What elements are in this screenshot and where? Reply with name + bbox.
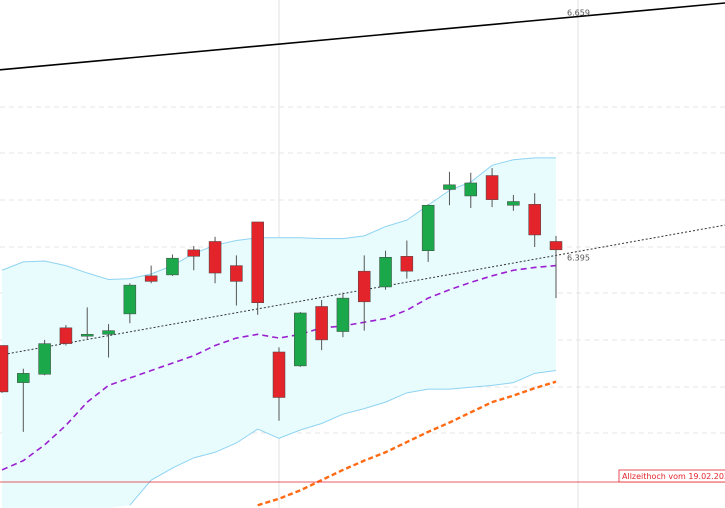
candle-body — [0, 345, 9, 393]
candle-body — [102, 330, 115, 335]
candle-body — [464, 182, 478, 197]
candle-body — [123, 284, 137, 315]
candle-body — [59, 327, 73, 344]
candle-body — [272, 351, 286, 398]
candle-body — [251, 221, 264, 304]
price-label: 6.395 — [567, 254, 590, 263]
candle-body — [507, 201, 520, 206]
candle-body — [166, 257, 179, 276]
price-label: 6.659 — [567, 9, 590, 18]
ath-box — [618, 469, 725, 483]
candle-body — [421, 204, 435, 251]
candle-body — [443, 184, 456, 190]
ath-label: Allzeithoch vom 19.02.2025 / — [622, 472, 725, 481]
candle-body — [357, 270, 371, 303]
moving-average — [257, 380, 557, 507]
candle-body — [187, 249, 201, 257]
candle-body — [230, 265, 243, 282]
candle-body — [17, 373, 30, 383]
candle-body — [528, 204, 541, 236]
candle-body — [294, 312, 307, 367]
candle-body — [549, 241, 563, 251]
candle-body — [144, 275, 158, 282]
band-fill — [2, 157, 556, 508]
candle-body — [485, 175, 499, 200]
candle-body — [315, 306, 328, 341]
candle-body — [379, 257, 392, 288]
candle-body — [336, 297, 350, 332]
band-lower — [129, 370, 557, 506]
candle-body — [80, 334, 94, 337]
candle-body — [208, 241, 222, 274]
candle-body — [400, 256, 414, 272]
band-upper — [1, 157, 556, 281]
trend-line — [0, 2, 725, 71]
moving-average — [1, 264, 557, 471]
candle-body — [38, 343, 51, 375]
